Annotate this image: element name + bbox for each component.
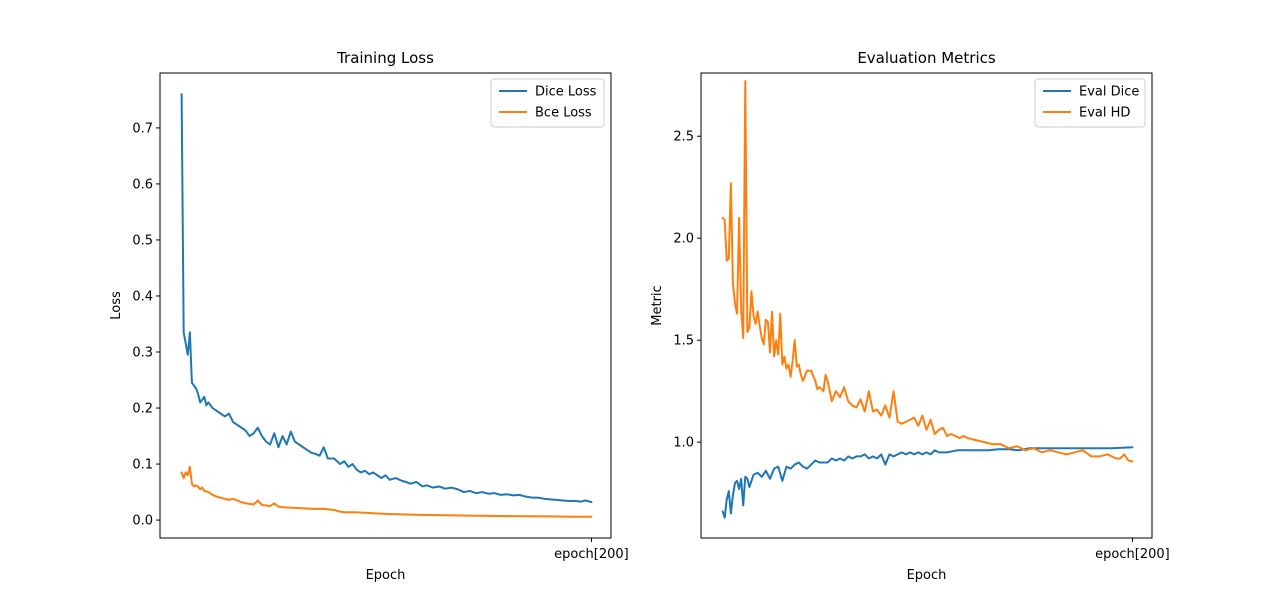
legend: Eval Dice Eval HD	[1034, 78, 1146, 128]
y-tick-label: 1.5	[673, 334, 694, 349]
y-tick-label: 0.3	[132, 346, 153, 361]
y-tick-label: 0.5	[132, 233, 153, 248]
plot-area-frame	[700, 72, 1153, 539]
x-axis-label: Epoch	[366, 568, 406, 583]
chart-title: Training Loss	[336, 49, 434, 67]
legend-entry-label: Eval HD	[1079, 106, 1130, 121]
y-tick-label: 0.4	[132, 289, 153, 304]
y-tick-label: 2.5	[673, 130, 694, 145]
y-tick-label: 0.2	[132, 402, 153, 417]
series-line-eval-hd	[721, 80, 1134, 463]
chart-panel-2: Evaluation Metrics 1.0 1.5 2.0 2.5 epoch[200]…	[650, 49, 1170, 583]
y-tick-label: 2.0	[673, 232, 694, 247]
legend-entry-label: Eval Dice	[1079, 85, 1139, 100]
chart-panel-1: Training Loss 0.0 0.1 0.2 0.3 0.4 0.5 0.6 0.7 epo…	[109, 49, 629, 583]
legend: Dice Loss Bce Loss	[490, 78, 605, 128]
x-axis-label: Epoch	[907, 568, 947, 583]
legend-entry-label: Bce Loss	[535, 106, 592, 121]
series-line-bce-loss	[180, 465, 593, 518]
plot-area-frame	[159, 72, 612, 539]
legend-entry-label: Dice Loss	[535, 85, 597, 100]
y-tick-label: 0.7	[132, 121, 153, 136]
series-line-eval-dice	[721, 446, 1134, 519]
x-tick-label: epoch[200]	[1095, 547, 1170, 562]
y-tick-label: 0.0	[132, 514, 153, 529]
x-tick-label: epoch[200]	[554, 547, 629, 562]
y-axis-label: Metric	[650, 285, 665, 325]
chart-title: Evaluation Metrics	[857, 49, 996, 67]
series-line-dice-loss	[180, 93, 593, 504]
y-tick-label: 0.6	[132, 177, 153, 192]
y-tick-label: 0.1	[132, 458, 153, 473]
y-axis-label: Loss	[109, 291, 124, 320]
y-tick-label: 1.0	[673, 436, 694, 451]
